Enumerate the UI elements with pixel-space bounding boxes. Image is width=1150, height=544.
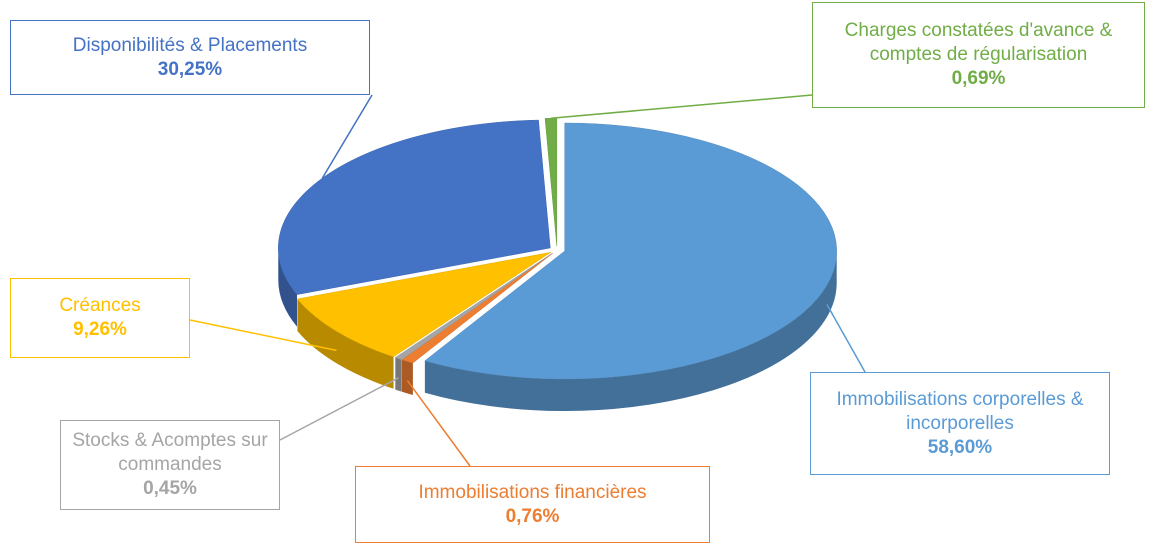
label-value: 0,76% bbox=[505, 505, 560, 527]
data-label: Stocks & Acomptes sur commandes 0,45% bbox=[60, 420, 280, 510]
data-label: Créances 9,26% bbox=[10, 278, 190, 358]
label-name: Disponibilités & Placements bbox=[72, 34, 308, 56]
leader-line bbox=[279, 377, 399, 441]
data-label: Charges constatées d'avance & comptes de… bbox=[812, 2, 1145, 108]
data-label: Immobilisations corporelles & incorporel… bbox=[810, 372, 1110, 475]
slice-side bbox=[424, 251, 837, 412]
label-name: Stocks & Acomptes sur commandes bbox=[72, 430, 268, 475]
label-value: 0,45% bbox=[143, 478, 197, 499]
data-label: Immobilisations financières 0,76% bbox=[355, 466, 710, 543]
slice-side bbox=[395, 357, 402, 392]
pie-slice bbox=[424, 122, 837, 380]
label-name: Immobilisations corporelles & incorporel… bbox=[836, 388, 1084, 434]
label-value: 9,26% bbox=[73, 319, 127, 340]
leader-line bbox=[406, 380, 471, 467]
label-name: Charges constatées d'avance & comptes de… bbox=[844, 20, 1113, 65]
slice-tops bbox=[278, 117, 837, 380]
label-name: Immobilisations financières bbox=[418, 481, 647, 503]
slice-side bbox=[401, 359, 413, 395]
leader-line bbox=[550, 94, 813, 120]
slice-side bbox=[278, 247, 298, 327]
leader-lines bbox=[189, 94, 866, 467]
label-value: 30,25% bbox=[157, 58, 223, 80]
data-label: Disponibilités & Placements 30,25% bbox=[10, 20, 370, 95]
label-value: 0,69% bbox=[951, 68, 1006, 89]
leader-line bbox=[321, 94, 373, 179]
label-value: 58,60% bbox=[927, 436, 993, 458]
pie-slice bbox=[296, 252, 551, 358]
pie-slice bbox=[394, 252, 553, 360]
label-name: Créances bbox=[59, 295, 141, 316]
leader-line bbox=[826, 303, 866, 373]
leader-line bbox=[189, 319, 337, 352]
